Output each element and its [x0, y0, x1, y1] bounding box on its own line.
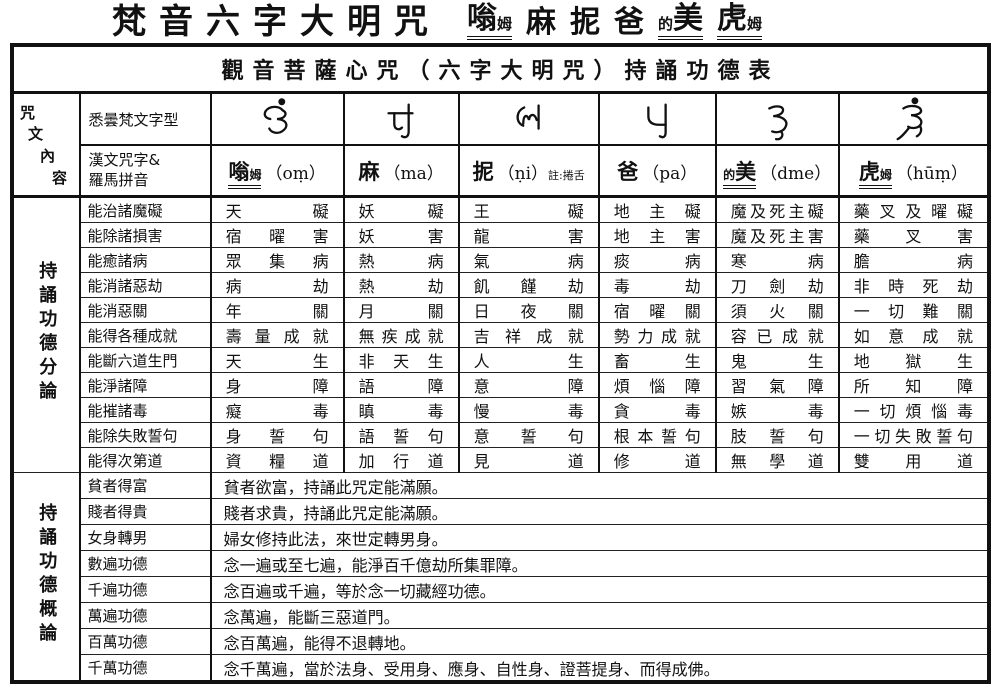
table-row: 百萬功德 念百萬遍，能得不退轉地。: [13, 628, 990, 655]
syllable-hum: 虎姆 （hūṃ）: [837, 144, 990, 198]
mantra-transliteration: 嗡姆 麻 抳 爸 的美 虎姆: [467, 4, 776, 40]
chinese-roman-row-label: 漢文咒字& 羅馬拼音: [78, 144, 212, 198]
page-header: 梵音六字大明咒 嗡姆 麻 抳 爸 的美 虎姆: [0, 0, 1001, 44]
table-row: 賤者得貴 賤者求貴，持誦此咒定能滿願。: [13, 498, 990, 525]
table-row: 能摧諸毒 癡毒 瞋毒 慢毒 貪毒 嫉毒 一切煩惱毒: [13, 397, 990, 423]
syllable-om: 嗡姆 （oṃ）: [209, 144, 345, 198]
mantra-seg-ma: 麻: [526, 5, 557, 40]
table-row: 千遍功德 念百遍或千遍，等於念一切藏經功德。: [13, 576, 990, 603]
table-row: 能癒諸病 眾集病 熱病 氣病 痰病 寒病 膽病: [13, 247, 990, 273]
retroflex-note: 註:捲舌: [548, 168, 585, 182]
table-row: 能消諸惡劫 病劫 熱劫 飢饉劫 毒劫 刀劍劫 非時死劫: [13, 272, 990, 298]
merit-table: 觀音菩薩心咒（六字大明咒）持誦功德表 咒 文 內 容 悉曇梵文字型: [10, 43, 991, 684]
table-row: 能消惡關 年關 月關 日夜關 宿曜關 須火關 一切難關: [13, 297, 990, 323]
table-row: 千萬功德 念千萬遍，當於法身、受用身、應身、自性身、證菩提身、而得成佛。: [13, 654, 990, 682]
section2-side-label: 持誦功德概論: [12, 472, 81, 682]
siddham-pa-icon: [597, 91, 717, 146]
table-row: 數遍功德 念一遍或至七遍，能淨百千億劫所集罪障。: [13, 550, 990, 577]
table-row: 能斷六道生門 天生 非天生 人生 畜生 鬼生 地獄生: [13, 347, 990, 373]
table-row: 持誦功德概論 貧者得富 貧者欲富，持誦此咒定能滿願。: [12, 472, 990, 682]
table-row: 能得各種成就 壽量成就 無疾成就 吉祥成就 勢力成就 容已成就 如意成就: [13, 322, 990, 348]
syllable-pa: 爸（pa）: [597, 144, 717, 198]
page-title: 梵音六字大明咒: [112, 2, 441, 42]
mantra-seg-om: 嗡姆: [467, 4, 513, 40]
table-row: 能除諸損害 宿曜害 妖害 龍害 地主害 魔及死主害 藥叉害: [13, 222, 990, 248]
table-row: 能得次第道 資糧道 加行道 見道 修道 無學道 雙用道: [13, 447, 990, 473]
syllable-ni: 抳（ṇi）註:捲舌: [457, 144, 600, 198]
mantra-seg-hum: 虎姆: [717, 4, 763, 40]
syllable-ma: 麻（ma）: [342, 144, 460, 198]
mantra-seg-dme: 的美: [658, 4, 704, 40]
mantra-seg-ni: 抳: [570, 5, 601, 40]
siddham-om-icon: [209, 91, 345, 146]
siddham-hum-icon: [837, 91, 990, 146]
siddham-ma-icon: [342, 91, 460, 146]
corner-cell-mantra-content: 咒 文 內 容: [12, 91, 81, 198]
table-title: 觀音菩薩心咒（六字大明咒）持誦功德表: [12, 45, 989, 94]
section1-side-label: 持誦功德分論: [12, 196, 81, 473]
table-row: 萬遍功德 念萬遍，能斷三惡道門。: [13, 602, 990, 629]
table-row: 持誦功德分論 能治諸魔礙 天礙 妖礙 王礙 地主礙 魔及死主礙 藥叉及曜礙: [12, 196, 990, 473]
table-row: 能淨諸障 身障 語障 意障 煩惱障 習氣障 所知障: [13, 372, 990, 398]
mantra-seg-pa: 爸: [614, 5, 645, 40]
table-row: 能除失敗誓句 身誓句 語誓句 意誓句 根本誓句 肢誓句 一切失敗誓句: [13, 422, 990, 448]
siddham-row-label: 悉曇梵文字型: [78, 91, 212, 146]
siddham-ni-icon: [457, 91, 600, 146]
syllable-dme: 的美 （dme）: [714, 144, 840, 198]
siddham-dme-icon: [714, 91, 840, 146]
table-row: 女身轉男 婦女修持此法，來世定轉男身。: [13, 524, 990, 551]
